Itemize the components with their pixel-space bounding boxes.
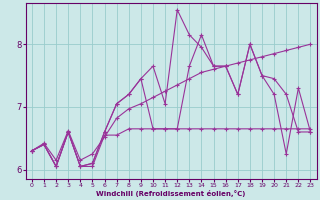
X-axis label: Windchill (Refroidissement éolien,°C): Windchill (Refroidissement éolien,°C): [97, 190, 246, 197]
